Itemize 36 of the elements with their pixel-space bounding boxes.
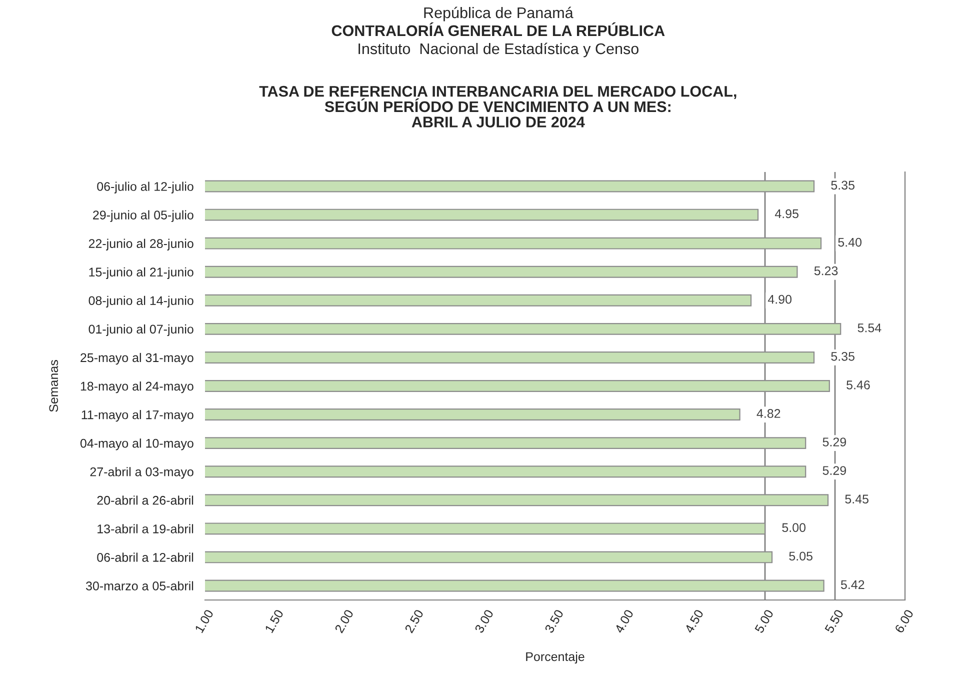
- y-tick-label: 27-abril a 03-mayo: [90, 467, 194, 479]
- text: 5.35: [831, 180, 854, 190]
- text: Instituto Nacional de Estadística y Censo: [358, 42, 638, 58]
- text: 5.00: [782, 523, 806, 532]
- y-tick-label: 06-julio al 12-julio: [97, 182, 194, 194]
- y-tick-label: 01-junio al 07-junio: [88, 324, 194, 336]
- x-axis-title: Porcentaje: [526, 652, 584, 664]
- text: 4.90: [768, 294, 792, 304]
- chart-title: TASA DE REFERENCIA INTERBANCARIA DEL MERCADO LOCAL, SEGÚN PERÍODO DE VENCIMIENTO A UN MES: ABRIL A JULIO DE 2024: [259, 86, 736, 128]
- y-tick-label: 06-abril a 12-abril: [97, 552, 194, 562]
- y-tick-label: 25-mayo al 31-mayo: [80, 352, 194, 365]
- y-tick-label: 30-marzo a 05-abril: [86, 581, 194, 590]
- text: 5.29: [822, 466, 846, 475]
- text: 4.95: [774, 209, 798, 218]
- text: 5.23: [814, 266, 838, 276]
- text: 5.05: [789, 552, 812, 561]
- y-tick-label: 20-abril a 26-abril: [97, 496, 194, 505]
- text: 5.45: [845, 494, 868, 504]
- y-tick-label: 08-junio al 14-junio: [88, 296, 194, 308]
- text: 5.46: [846, 380, 870, 390]
- text: 5.54: [858, 324, 882, 332]
- text: 4.82: [756, 409, 780, 418]
- text: CONTRALORÍA GENERAL DE LA REPÚBLICA: [332, 22, 665, 36]
- y-tick-label: 11-mayo al 17-mayo: [82, 410, 194, 422]
- y-tick-label: 18-mayo al 24-mayo: [80, 381, 194, 394]
- text: 5.42: [840, 580, 864, 590]
- y-tick-label: 29-junio al 05-julio: [93, 210, 194, 222]
- text: 5.29: [822, 438, 846, 446]
- y-tick-label: 22-junio al 28-junio: [88, 238, 194, 250]
- text: 5.35: [831, 352, 854, 361]
- y-tick-label: 04-mayo al 10-mayo: [80, 438, 194, 450]
- y-tick-label: 15-junio al 21-junio: [89, 267, 194, 279]
- text: República de Panamá: [424, 6, 574, 22]
- y-axis-title: Semanas: [49, 360, 58, 412]
- y-tick-label: 13-abril a 19-abril: [98, 524, 194, 534]
- text: 5.40: [838, 238, 862, 247]
